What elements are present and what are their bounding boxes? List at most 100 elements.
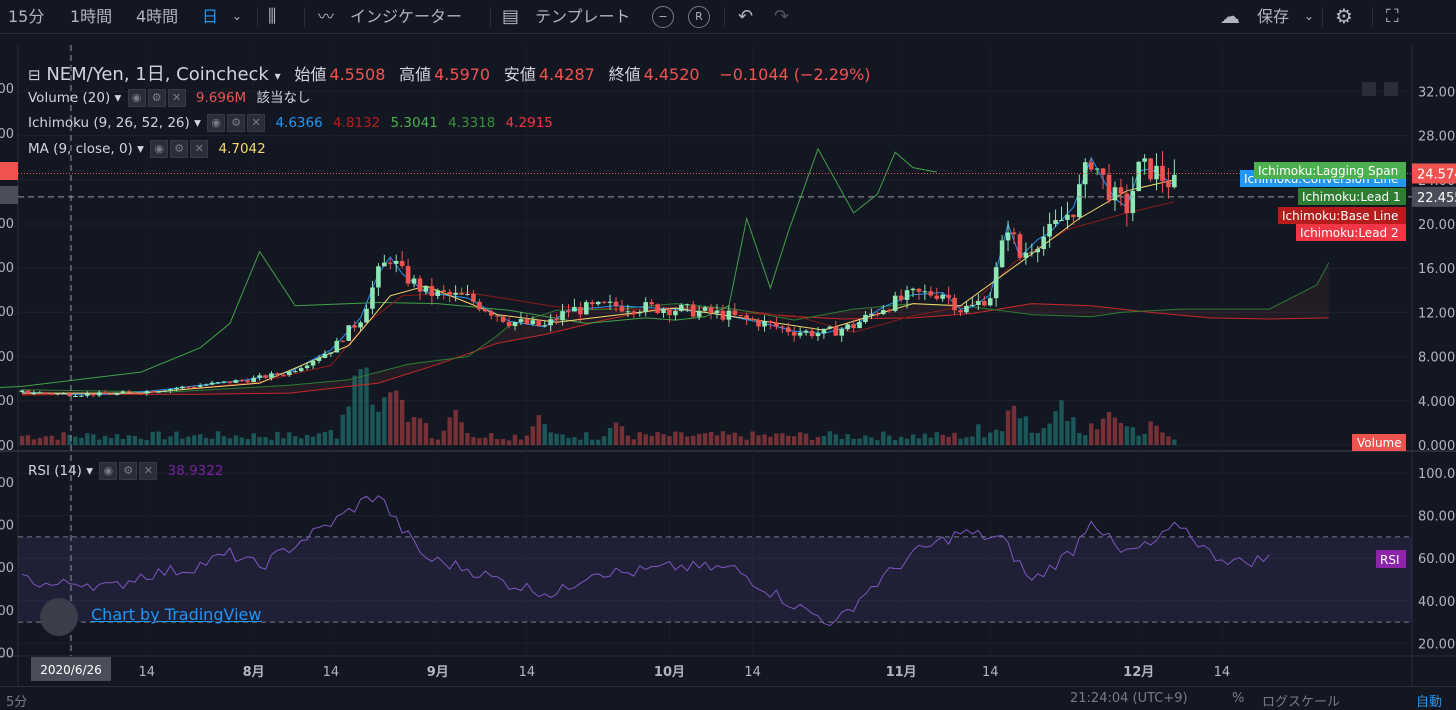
save-menu-chevron-icon[interactable]: ⌄ xyxy=(1304,9,1315,23)
candle xyxy=(987,298,993,306)
interval-1h-button[interactable]: 1時間 xyxy=(70,7,113,26)
symbol-title[interactable]: NEM/Yen, 1日, Coincheck xyxy=(46,64,269,85)
crosshair-price-marker-label: 22.455 xyxy=(1417,191,1456,206)
candle xyxy=(696,310,702,317)
volume-legend[interactable]: Volume (20) ▾ ◉ ⚙ ✕ 9.696M 該当なし xyxy=(28,89,310,107)
volume-bar xyxy=(120,438,126,445)
candle xyxy=(1130,190,1136,214)
rsi-axis-label: 40.000 xyxy=(1418,595,1456,610)
candle xyxy=(1082,162,1088,185)
auto-scale-toggle[interactable]: 自動 xyxy=(1416,695,1443,710)
rsi-left-axis-label: 00 xyxy=(0,476,14,491)
candle xyxy=(488,311,494,316)
candle xyxy=(1053,220,1058,224)
series-tag-label: Ichimoku:Lagging Span xyxy=(1258,164,1398,178)
templates-button[interactable]: テンプレート xyxy=(535,7,631,26)
interval-1d-button[interactable]: 日 xyxy=(202,7,219,26)
candle xyxy=(506,321,512,327)
high-value: 4.5970 xyxy=(434,65,491,84)
save-button[interactable]: 保存 xyxy=(1257,7,1290,26)
rsi-legend[interactable]: RSI (14) ▾ ◉ ⚙ ✕ 38.9322 xyxy=(28,462,223,480)
chevron-down-icon[interactable]: ▾ xyxy=(114,90,122,106)
pane-maximize-icon xyxy=(1384,82,1398,96)
minus-circle-icon[interactable]: − xyxy=(652,6,674,28)
cloud-icon: ☁ xyxy=(1220,4,1240,28)
volume-legend-name[interactable]: Volume (20) xyxy=(28,90,111,106)
candle xyxy=(756,320,761,327)
top-toolbar: 15分 1時間 4時間 日 ⌄ ⫼ 〰 インジケーター ▤ テンプレート − R… xyxy=(0,0,1456,34)
candle xyxy=(126,391,132,393)
close-icon[interactable]: ✕ xyxy=(247,114,266,132)
candle xyxy=(411,278,417,284)
log-scale-toggle[interactable]: ログスケール xyxy=(1262,695,1341,710)
chevron-down-icon[interactable]: ▾ xyxy=(86,463,94,479)
eye-icon[interactable]: ◉ xyxy=(99,462,118,480)
volume-bar xyxy=(453,409,458,445)
volume-bar xyxy=(25,435,31,445)
candle xyxy=(970,304,975,306)
volume-bar xyxy=(714,435,720,445)
chevron-down-icon[interactable]: ⌄ xyxy=(232,9,243,23)
ichimoku-legend-name[interactable]: Ichimoku (9, 26, 52, 26) xyxy=(28,115,190,131)
gear-icon[interactable]: ⚙ xyxy=(227,114,246,132)
volume-bar xyxy=(1130,427,1135,445)
ma-legend[interactable]: MA (9, close, 0) ▾ ◉ ⚙ ✕ 4.7042 xyxy=(28,140,266,158)
candles-icon[interactable]: ⫼ xyxy=(268,6,277,27)
chevron-down-icon[interactable]: ▾ xyxy=(194,115,201,131)
range-button[interactable]: 5分 xyxy=(6,695,28,710)
candle xyxy=(275,373,280,375)
replay-circle-icon[interactable]: R xyxy=(688,6,710,28)
tradingview-logo-icon[interactable] xyxy=(40,598,78,636)
volume-bar xyxy=(863,435,868,445)
ichimoku-legend[interactable]: Ichimoku (9, 26, 52, 26) ▾ ◉ ⚙ ✕ 4.6366 4.… xyxy=(28,114,553,132)
rsi-legend-name[interactable]: RSI (14) xyxy=(28,463,82,479)
candle xyxy=(85,393,90,396)
eye-icon[interactable]: ◉ xyxy=(150,140,169,158)
open-label: 始値 xyxy=(294,65,327,84)
candle xyxy=(857,322,862,329)
volume-bar xyxy=(875,440,880,445)
close-icon[interactable]: ✕ xyxy=(190,140,209,158)
candle xyxy=(227,381,233,383)
candle xyxy=(316,357,322,361)
eye-icon[interactable]: ◉ xyxy=(127,89,146,107)
eye-icon[interactable]: ◉ xyxy=(207,114,226,132)
candle xyxy=(566,311,571,313)
rsi-band xyxy=(18,536,1412,623)
collapse-icon[interactable]: ⊟ xyxy=(28,66,41,84)
undo-icon[interactable]: ↶ xyxy=(738,6,754,27)
volume-bar xyxy=(37,438,43,445)
interval-4h-button[interactable]: 4時間 xyxy=(136,7,179,26)
close-icon[interactable]: ✕ xyxy=(167,89,186,107)
tradingview-branding-link[interactable]: Chart by TradingView xyxy=(91,605,262,624)
chevron-down-icon[interactable]: ▾ xyxy=(274,69,281,83)
volume-bar xyxy=(85,433,90,445)
volume-bar xyxy=(61,432,66,445)
candle xyxy=(809,330,815,337)
gear-icon[interactable]: ⚙ xyxy=(147,89,166,107)
volume-bar xyxy=(1118,423,1124,445)
volume-bar xyxy=(524,435,530,445)
candle xyxy=(916,288,922,292)
chevron-down-icon[interactable]: ▾ xyxy=(137,141,144,157)
gear-icon[interactable]: ⚙ xyxy=(170,140,189,158)
percent-toggle[interactable]: % xyxy=(1232,691,1245,706)
gear-icon[interactable]: ⚙ xyxy=(119,462,138,480)
ichimoku-lagging-line xyxy=(0,147,937,389)
close-icon[interactable]: ✕ xyxy=(139,462,158,480)
volume-bar xyxy=(1005,410,1011,445)
volume-bar xyxy=(1106,411,1112,445)
gear-icon[interactable]: ⚙ xyxy=(1335,4,1353,28)
redo-icon[interactable]: ↷ xyxy=(774,6,790,27)
ma-legend-name[interactable]: MA (9, close, 0) xyxy=(28,141,133,157)
fullscreen-icon[interactable]: ⛶ xyxy=(1386,6,1399,27)
last-price-marker-label: 24.574 xyxy=(1417,167,1456,182)
interval-15m-button[interactable]: 15分 xyxy=(8,7,45,26)
volume-bar xyxy=(518,439,524,445)
volume-bar xyxy=(477,438,482,445)
candle xyxy=(399,260,405,267)
volume-bar xyxy=(340,414,345,445)
volume-bar xyxy=(328,430,334,445)
indicators-button[interactable]: インジケーター xyxy=(350,7,463,26)
